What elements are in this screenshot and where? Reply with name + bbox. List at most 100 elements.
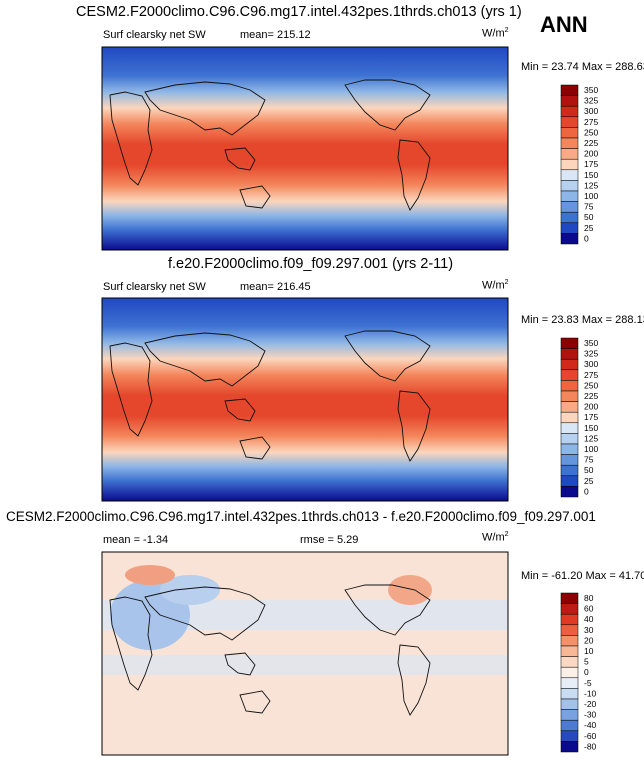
panel1-colorbar-swatch <box>560 116 579 128</box>
panel3-colorbar-swatch <box>560 624 579 636</box>
panel1-colorbar-swatch <box>560 169 579 181</box>
panel2-colorbar-swatch <box>560 486 579 498</box>
panel2-colorbar-swatch <box>560 337 579 349</box>
panel2-colorbar-swatch <box>560 433 579 445</box>
panel2-colorbar-swatch <box>560 443 579 455</box>
panel2-map <box>101 297 509 502</box>
panel1-minmax: Min = 23.74 Max = 288.63 <box>521 61 644 73</box>
panel2-colorbar-swatch <box>560 454 579 466</box>
panel2-colorbar-label: 0 <box>584 486 589 496</box>
panel2-colorbar-swatch <box>560 369 579 381</box>
panel2-coastlines <box>109 330 431 462</box>
panel3-colorbar-label: -5 <box>584 678 592 688</box>
panel1-colorbar-label: 75 <box>584 202 594 212</box>
panel1-colorbar-swatch <box>560 201 579 213</box>
panel2-title: f.e20.F2000climo.f09_f09.297.001 (yrs 2-… <box>168 256 454 272</box>
panel1-field <box>102 47 508 250</box>
panel3-minmax: Min = -61.20 Max = 41.70 <box>521 570 644 582</box>
panel1-map <box>101 46 509 251</box>
panel1-colorbar-label: 200 <box>584 149 598 159</box>
panel3-colorbar-swatch <box>560 635 579 647</box>
panel3-colorbar-swatch <box>560 677 579 689</box>
panel1-title: CESM2.F2000climo.C96.C96.mg17.intel.432p… <box>76 4 522 20</box>
panel3-colorbar-label: 10 <box>584 646 594 656</box>
panel3-colorbar-swatch <box>560 688 579 700</box>
panel1-colorbar-label: 250 <box>584 127 598 137</box>
panel1-colorbar-swatch <box>560 190 579 202</box>
panel3-colorbar-label: -30 <box>584 710 597 720</box>
panel3-colorbar-swatch <box>560 698 579 710</box>
panel3-coastlines <box>109 584 431 716</box>
panel1-colorbar-label: 0 <box>584 233 589 243</box>
panel3-anomaly-namerica <box>388 575 432 605</box>
panel1-colorbar-label: 225 <box>584 138 598 148</box>
panel1-colorbar-swatch <box>560 222 579 234</box>
panel1-colorbar-swatch <box>560 158 579 171</box>
panel3-map <box>101 551 509 756</box>
panel1-colorbar-label: 300 <box>584 106 598 116</box>
panel3-colorbar-swatch <box>560 666 579 679</box>
panel2-colorbar-label: 125 <box>584 433 598 443</box>
panel2-colorbar-label: 325 <box>584 349 598 359</box>
season-label: ANN <box>540 12 588 37</box>
panel3-colorbar-swatch <box>560 730 579 742</box>
panel3-colorbar-swatch <box>560 741 579 753</box>
panel3-colorbar-label: -80 <box>584 741 597 751</box>
panel2-colorbar-swatch <box>560 464 579 477</box>
panel2-colorbar-label: 175 <box>584 412 598 422</box>
panel3-units: W/m2 <box>482 531 509 544</box>
panel3-mean: mean = -1.34 <box>103 534 169 546</box>
panel2-colorbar-label: 50 <box>584 465 594 475</box>
panel3-colorbar-label: -10 <box>584 688 597 698</box>
panel3-band-south <box>102 655 508 675</box>
panel1-colorbar-swatch <box>560 211 579 224</box>
panel3-title: CESM2.F2000climo.C96.C96.mg17.intel.432p… <box>6 509 596 524</box>
panel2-colorbar-label: 225 <box>584 391 598 401</box>
panel1-coastlines <box>109 79 431 211</box>
panel2-colorbar-label: 200 <box>584 402 598 412</box>
panel3-colorbar-swatch <box>560 719 579 732</box>
panel1-colorbar-swatch <box>560 84 579 96</box>
panel3-colorbar-label: 5 <box>584 657 589 667</box>
panel3-colorbar-swatch <box>560 592 579 604</box>
panel2-colorbar-swatch <box>560 380 579 392</box>
panel2-colorbar-label: 250 <box>584 380 598 390</box>
panel2-colorbar-label: 100 <box>584 444 598 454</box>
panel3-colorbar-label: 60 <box>584 604 594 614</box>
panel3-anomaly-asia <box>160 575 220 605</box>
panel3-colorbar-swatch <box>560 645 579 657</box>
panel3-colorbar-label: -40 <box>584 720 597 730</box>
panel3-colorbar-swatch <box>560 603 579 615</box>
panel2-colorbar-swatch <box>560 411 579 424</box>
panel1-colorbar-swatch <box>560 137 579 149</box>
panel1-colorbar-label: 50 <box>584 212 594 222</box>
panel3-colorbar-label: -60 <box>584 731 597 741</box>
panel3-colorbar-label: -20 <box>584 699 597 709</box>
panel1-colorbar-label: 275 <box>584 117 598 127</box>
panel2-colorbar-swatch <box>560 358 579 371</box>
panel2-colorbar-label: 275 <box>584 370 598 380</box>
panel1-colorbar-label: 125 <box>584 180 598 190</box>
panel3-anomaly-europe <box>125 565 175 585</box>
panel2-colorbar-swatch <box>560 401 579 413</box>
panel1-colorbar-label: 175 <box>584 159 598 169</box>
panel1-colorbar-swatch <box>560 105 579 118</box>
panel2-colorbar-label: 300 <box>584 359 598 369</box>
panel1-colorbar-label: 350 <box>584 85 598 95</box>
panel2-colorbar-label: 350 <box>584 338 598 348</box>
panel3-colorbar-label: 40 <box>584 614 594 624</box>
panel3-colorbar-swatch <box>560 709 579 721</box>
panel1-colorbar-swatch <box>560 148 579 160</box>
panel1-colorbar-label: 150 <box>584 170 598 180</box>
panel1-colorbar-label: 325 <box>584 96 598 106</box>
panel1-colorbar-swatch <box>560 180 579 192</box>
panel1-colorbar-label: 100 <box>584 191 598 201</box>
panel2-colorbar-swatch <box>560 390 579 402</box>
panel3-colorbar-label: 30 <box>584 625 594 635</box>
panel3-colorbar-label: 20 <box>584 635 594 645</box>
panel1-colorbar-swatch <box>560 233 579 245</box>
panel1-mean: mean= 215.12 <box>240 29 311 41</box>
panel2-minmax: Min = 23.83 Max = 288.13 <box>521 314 644 326</box>
panel3-colorbar-label: 0 <box>584 667 589 677</box>
